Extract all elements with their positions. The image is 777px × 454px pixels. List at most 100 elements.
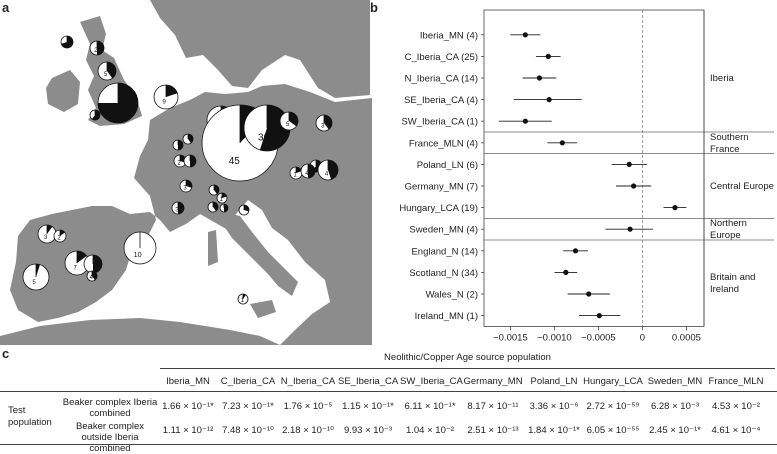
pie-count-label: 1 bbox=[241, 298, 245, 304]
pie-chart: 1 bbox=[216, 192, 228, 204]
pie-slice-black bbox=[289, 112, 298, 127]
column-header: C_Iberia_CA bbox=[220, 376, 276, 387]
table-cell: 1.84 × 10⁻¹* bbox=[528, 425, 580, 436]
point-estimate bbox=[586, 291, 592, 297]
row-label: Sweden_MN (4) bbox=[409, 225, 478, 236]
pie-chart: 1 bbox=[289, 166, 303, 180]
table-cell: 9.93 × 10⁻³ bbox=[343, 425, 393, 436]
row-label: Hungary_LCA (19) bbox=[399, 203, 478, 214]
pie-count-label: 4 bbox=[90, 275, 94, 281]
column-header: SW_Iberia_CA bbox=[400, 376, 463, 387]
row-label: England_N (14) bbox=[411, 246, 478, 257]
row-label: N_Iberia_CA (14) bbox=[405, 74, 478, 85]
column-header: N_Iberia_CA bbox=[280, 376, 336, 387]
table-cell: 6.28 × 10⁻³ bbox=[650, 401, 700, 412]
x-tick-label: −0.0010 bbox=[537, 332, 572, 343]
column-header: Germany_MN bbox=[463, 376, 523, 387]
pie-slice-black bbox=[97, 41, 104, 55]
pie-slice-black bbox=[214, 185, 219, 195]
pie-count-label: 3 bbox=[175, 207, 179, 213]
pie-count-label: 9 bbox=[163, 100, 167, 106]
panel-label-b: b bbox=[370, 0, 378, 15]
x-tick-label: 0.0005 bbox=[672, 332, 701, 343]
point-estimate bbox=[522, 32, 528, 38]
point-estimate bbox=[563, 269, 569, 275]
group-label: Iberia bbox=[710, 73, 734, 84]
land-north-africa bbox=[0, 318, 280, 345]
point-estimate bbox=[672, 205, 678, 211]
x-tick-label: 0 bbox=[640, 332, 645, 343]
pie-count-label: 2 bbox=[57, 235, 61, 241]
group-label: France bbox=[710, 144, 740, 155]
pie-chart: 9 bbox=[153, 84, 179, 110]
row-header: Beaker complex outside Iberia combined bbox=[75, 421, 145, 454]
panel-label-c: c bbox=[2, 346, 10, 361]
group-label: Central Europe bbox=[710, 181, 774, 192]
pie-slice-black bbox=[92, 271, 97, 281]
pie-slice-black bbox=[324, 115, 332, 130]
pie-slice-black bbox=[296, 167, 302, 173]
pie-slice-black bbox=[188, 134, 194, 144]
pie-count-label: 3 bbox=[321, 123, 325, 129]
forest-row: Sweden_MN (4) bbox=[409, 225, 653, 236]
stub-header: Test population bbox=[8, 405, 52, 428]
point-estimate bbox=[546, 97, 552, 103]
pie-count-label: 1 bbox=[293, 172, 297, 178]
pie-slice-black bbox=[178, 202, 184, 214]
pie-chart: 4 bbox=[86, 270, 98, 282]
pie-chart: 3 bbox=[171, 201, 185, 215]
table-cell: 1.76 × 10⁻⁵ bbox=[283, 401, 333, 412]
panel-label-a: a bbox=[2, 0, 10, 15]
row-label: Ireland_MN (1) bbox=[415, 311, 478, 322]
forest-row: Germany_MN (7) bbox=[405, 182, 652, 193]
pie-chart: 2 bbox=[173, 154, 187, 168]
pie-count-label: 2 bbox=[177, 160, 181, 166]
pie-count-label: 3 bbox=[44, 235, 48, 241]
pie-slice-black bbox=[308, 164, 315, 178]
row-label: SE_Iberia_CA (4) bbox=[404, 95, 478, 106]
pie-count-label: 36 bbox=[258, 133, 270, 144]
table-cell: 1.04 × 10⁻² bbox=[405, 425, 455, 436]
table-cell: 2.45 × 10⁻¹* bbox=[649, 425, 701, 436]
pie-count-label: 3 bbox=[183, 185, 187, 191]
pie-slice-black bbox=[77, 251, 87, 263]
pie-chart bbox=[219, 203, 229, 213]
pie-chart: 4 bbox=[317, 159, 339, 181]
table-cell: 6.05 × 10⁻⁵⁵ bbox=[586, 425, 640, 436]
land-continent bbox=[10, 84, 372, 345]
pie-count-label: 4 bbox=[305, 171, 309, 177]
pie-chart bbox=[60, 35, 74, 49]
point-estimate bbox=[559, 140, 565, 146]
europe-map: 252799453653214431332107451 bbox=[0, 0, 372, 345]
point-estimate bbox=[626, 161, 632, 167]
pie-chart bbox=[89, 109, 101, 121]
pie-layer: 252799453653214431332107451 bbox=[22, 35, 339, 305]
point-estimate bbox=[631, 183, 637, 189]
point-estimate bbox=[596, 313, 602, 319]
pie-chart bbox=[182, 133, 194, 145]
pie-count-label: 5 bbox=[286, 122, 290, 128]
pie-count-label: 1 bbox=[220, 197, 224, 203]
pie-chart: 5 bbox=[97, 61, 117, 81]
table-cell: 2.18 × 10⁻¹⁰ bbox=[282, 425, 334, 436]
plot-frame bbox=[483, 9, 705, 327]
forest-row: Iberia_MN (4) bbox=[420, 30, 541, 41]
point-estimate bbox=[545, 53, 551, 60]
column-header: Iberia_MN bbox=[166, 376, 210, 387]
table-cell: 4.53 × 10⁻² bbox=[711, 401, 761, 412]
row-label: France_MLN (4) bbox=[409, 138, 478, 149]
land-scandinavia bbox=[150, 0, 370, 98]
pie-chart: 1 bbox=[237, 293, 249, 305]
forest-row: Scotland_N (34) bbox=[409, 268, 578, 279]
pie-slice-black bbox=[244, 205, 250, 212]
x-tick-label: −0.0015 bbox=[493, 332, 528, 343]
row-label: Scotland_N (34) bbox=[409, 268, 478, 279]
column-header: Poland_LN bbox=[530, 376, 578, 387]
pie-slice-black bbox=[213, 202, 218, 212]
column-header: France_MLN bbox=[708, 376, 764, 387]
pie-slice-black bbox=[92, 110, 100, 120]
land-italy bbox=[222, 212, 298, 296]
pie-count-label: 2 bbox=[94, 48, 98, 54]
forest-row: C_Iberia_CA (25) bbox=[405, 52, 561, 63]
